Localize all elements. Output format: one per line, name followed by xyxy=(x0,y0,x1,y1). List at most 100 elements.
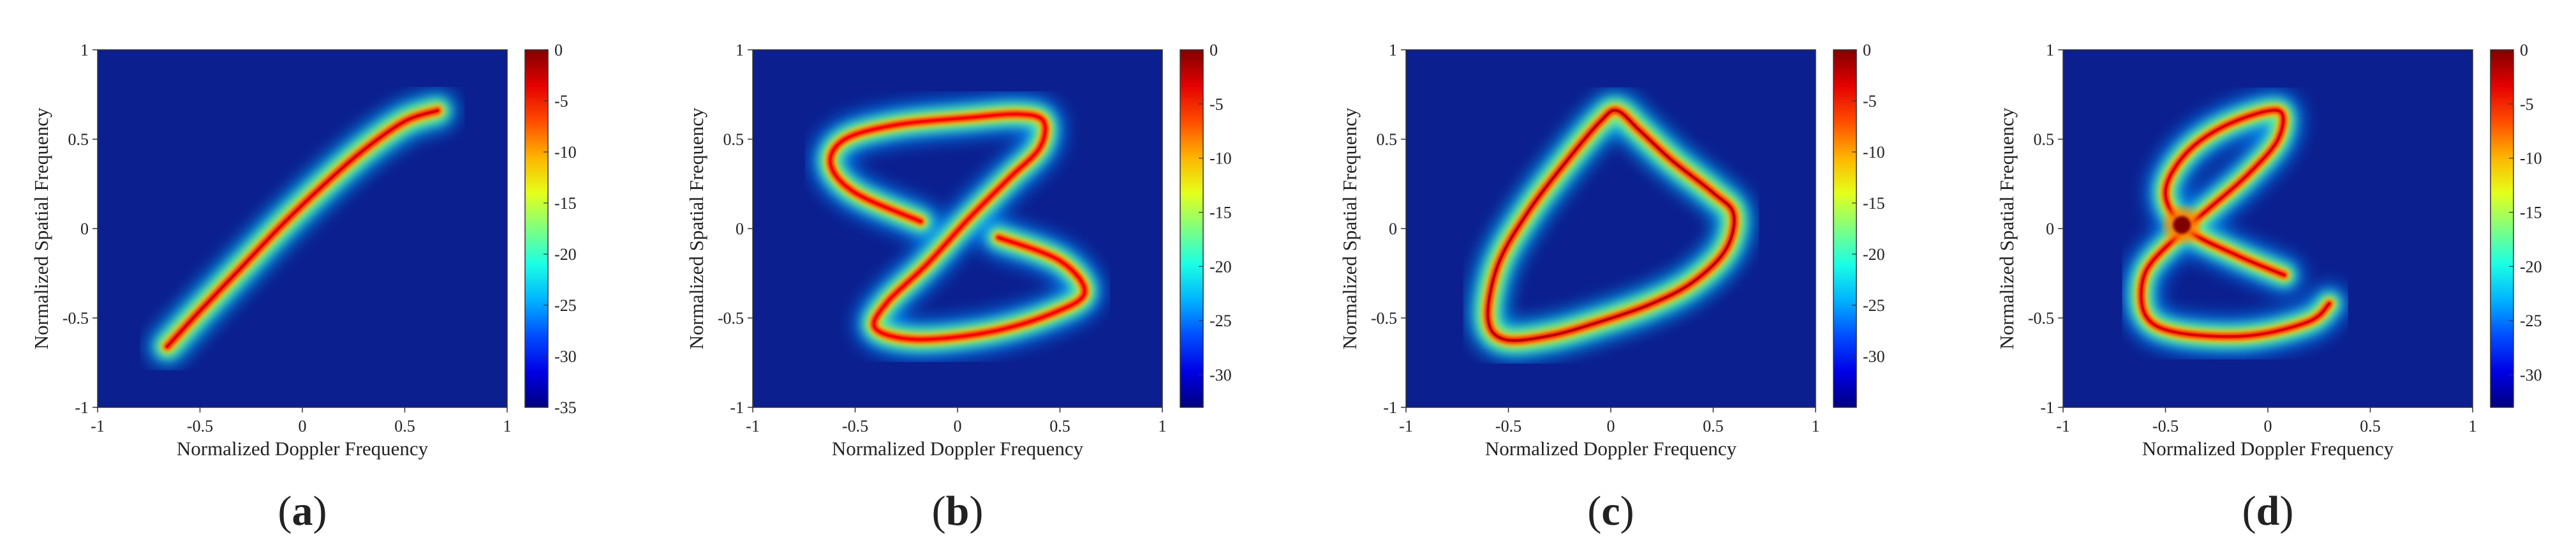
panel-label-letter: c xyxy=(1601,488,1620,534)
colorbar-tick-label: -25 xyxy=(554,296,577,315)
colorbar-tick-label: -30 xyxy=(554,347,577,366)
y-tick-label: 0 xyxy=(80,220,89,238)
y-axis-label: Normalized Spatial Frequency xyxy=(1995,107,2018,349)
x-tick-label: -1 xyxy=(2056,417,2070,435)
x-tick-label: 0 xyxy=(1607,417,1615,435)
colorbar-tick-label: -10 xyxy=(1863,143,1885,162)
x-tick-label: 0.5 xyxy=(1049,417,1070,435)
panel-label: (c) xyxy=(1587,488,1634,534)
chart-panel-b: -1 -0.5 0 0.5 1 1 0.5 0 -0.5 -1 Normalized Doppler… xyxy=(685,41,1232,534)
colorbar-tick-label: -20 xyxy=(1863,245,1885,264)
y-tick-label: -0.5 xyxy=(63,309,89,328)
plot-area xyxy=(2122,91,2348,356)
y-tick-label: -0.5 xyxy=(718,309,744,328)
colorbar-tick-label: -10 xyxy=(1210,149,1232,168)
colorbar xyxy=(1833,49,1857,408)
x-tick-label: 0.5 xyxy=(1703,417,1724,435)
panel-label-open: ( xyxy=(2242,488,2256,534)
colorbar-tick-label: -5 xyxy=(554,92,568,110)
y-tick-label: -1 xyxy=(1383,398,1397,417)
colorbar-tick-label: 0 xyxy=(554,41,563,59)
colorbar-tick-label: 0 xyxy=(1863,41,1871,59)
ridge-0-core xyxy=(166,109,439,348)
y-tick-label: 0.5 xyxy=(1377,130,1398,149)
panel-label-open: ( xyxy=(278,488,292,534)
panel-label: (a) xyxy=(278,488,327,534)
plot-area xyxy=(1469,91,1753,359)
chart-panel-d: -1 -0.5 0 0.5 1 1 0.5 0 -0.5 -1 Normalized Doppler… xyxy=(1995,41,2542,534)
x-tick-label: 1 xyxy=(1812,417,1820,435)
x-tick-label: 1 xyxy=(1158,417,1167,435)
x-tick-label: -1 xyxy=(91,417,105,435)
colorbar-tick-label: -15 xyxy=(2520,204,2542,222)
colorbar xyxy=(524,49,549,408)
y-tick-label: 1 xyxy=(80,41,89,59)
colorbar-tick-label: -5 xyxy=(1863,92,1877,110)
y-tick-label: 0 xyxy=(736,220,744,238)
y-tick-label: -1 xyxy=(75,398,89,417)
x-axis-label: Normalized Doppler Frequency xyxy=(2142,437,2394,460)
panel-label-close: ) xyxy=(1620,488,1634,534)
x-tick-label: -1 xyxy=(1399,417,1413,435)
x-tick-label: 0 xyxy=(2264,417,2272,435)
chart-panel-c: -1 -0.5 0 0.5 1 1 0.5 0 -0.5 -1 Normalized Doppler… xyxy=(1338,41,1885,534)
x-tick-label: 0.5 xyxy=(2360,417,2381,435)
y-axis-label: Normalized Spatial Frequency xyxy=(30,107,52,349)
colorbar-tick-label: -15 xyxy=(1210,204,1232,222)
panel-label-close: ) xyxy=(313,488,327,534)
panel-label: (b) xyxy=(932,488,984,534)
colorbar-tick-label: -30 xyxy=(1210,366,1232,384)
x-tick-label: 0.5 xyxy=(394,417,415,435)
colorbar-tick-label: -20 xyxy=(1210,257,1232,276)
x-tick-label: -1 xyxy=(746,417,760,435)
y-tick-label: -0.5 xyxy=(2028,309,2054,328)
x-axis-label: Normalized Doppler Frequency xyxy=(1485,437,1737,460)
plot-area xyxy=(811,95,1104,358)
panel-label: (d) xyxy=(2242,488,2294,534)
colorbar-tick-label: -5 xyxy=(1210,95,1224,114)
colorbar-tick-label: -30 xyxy=(2520,366,2542,384)
ridge-0-core xyxy=(1486,109,1736,342)
colorbar-tick-label: -20 xyxy=(2520,257,2542,276)
colorbar-tick-label: -10 xyxy=(2520,149,2542,168)
y-tick-label: 1 xyxy=(2046,41,2054,59)
y-tick-label: 1 xyxy=(1389,41,1397,59)
colorbar xyxy=(1180,49,1204,408)
colorbar-tick-label: -25 xyxy=(1210,312,1232,330)
x-tick-label: 1 xyxy=(503,417,512,435)
y-tick-label: -1 xyxy=(2040,398,2054,417)
panel-label-close: ) xyxy=(969,488,983,534)
y-tick-label: -1 xyxy=(730,398,744,417)
plot-area xyxy=(149,92,456,365)
colorbar xyxy=(2490,49,2514,408)
panel-label-open: ( xyxy=(1587,488,1601,534)
x-axis-label: Normalized Doppler Frequency xyxy=(177,437,429,460)
ridge-0-core xyxy=(2140,109,2331,338)
colorbar-tick-label: -25 xyxy=(1863,296,1885,315)
colorbar-tick-label: -20 xyxy=(554,245,577,264)
colorbar-tick-label: -25 xyxy=(2520,312,2542,330)
colorbar-tick-label: -15 xyxy=(554,194,577,213)
panel-label-close: ) xyxy=(2279,488,2293,534)
x-tick-label: 1 xyxy=(2469,417,2477,435)
hotspot-0-core xyxy=(2173,216,2191,234)
colorbar-tick-label: -10 xyxy=(554,143,577,162)
x-tick-label: 0 xyxy=(954,417,962,435)
y-tick-label: 1 xyxy=(736,41,744,59)
x-tick-label: 0 xyxy=(299,417,307,435)
colorbar-tick-label: -5 xyxy=(2520,95,2534,114)
panel-label-letter: d xyxy=(2256,488,2280,534)
y-tick-label: 0.5 xyxy=(723,130,744,149)
y-tick-label: 0 xyxy=(2046,220,2054,238)
colorbar-tick-label: 0 xyxy=(1210,41,1218,59)
colorbar-tick-label: -30 xyxy=(1863,347,1885,366)
colorbar-tick-label: -15 xyxy=(1863,194,1885,213)
x-axis-label: Normalized Doppler Frequency xyxy=(832,437,1084,460)
panel-label-letter: b xyxy=(946,488,970,534)
y-tick-label: -0.5 xyxy=(1371,309,1397,328)
x-tick-label: -0.5 xyxy=(187,417,213,435)
x-tick-label: -0.5 xyxy=(2152,417,2179,435)
x-tick-label: -0.5 xyxy=(842,417,868,435)
panel-label-letter: a xyxy=(292,488,313,534)
